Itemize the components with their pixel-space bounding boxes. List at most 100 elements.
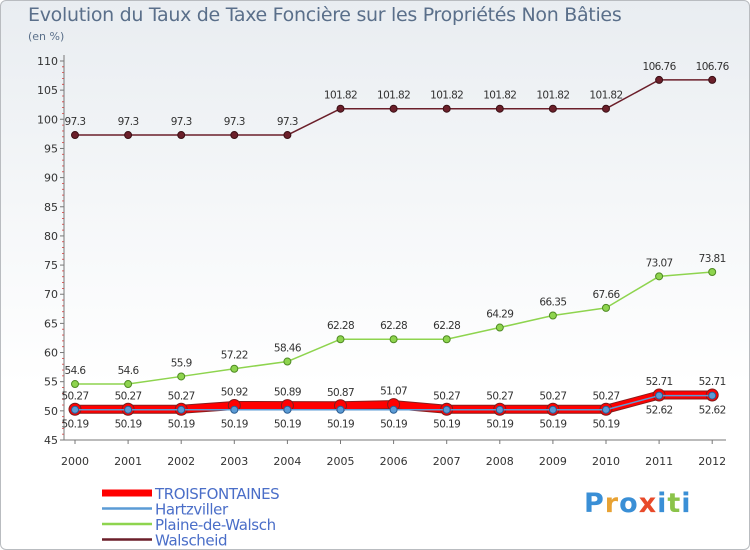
legend-label-plaine-de-walsch: Plaine-de-Walsch — [155, 516, 276, 534]
data-label-plaine-de-walsch: 54.6 — [65, 365, 87, 377]
logo-letter: r — [604, 488, 620, 519]
data-label-troisfontaines: 50.92 — [221, 386, 248, 398]
data-point-plaine-de-walsch — [602, 303, 610, 312]
data-label-hartzviller: 50.19 — [592, 419, 619, 431]
logo-letter: x — [638, 488, 658, 519]
logo-letter: o — [619, 488, 639, 519]
legend-label-hartzviller: Hartzviller — [155, 501, 229, 519]
y-tick-label: 70 — [44, 288, 58, 301]
data-label-troisfontaines: 50.27 — [168, 390, 195, 402]
data-label-walscheid: 97.3 — [277, 116, 298, 128]
data-point-hartzviller — [548, 405, 557, 414]
data-label-walscheid: 97.3 — [224, 116, 245, 128]
logo-letter: P — [584, 488, 605, 519]
data-point-plaine-de-walsch — [548, 311, 557, 320]
data-point-walscheid — [177, 131, 186, 140]
data-point-hartzviller — [336, 405, 345, 414]
data-label-plaine-de-walsch: 66.35 — [539, 297, 566, 309]
data-label-hartzviller: 50.19 — [327, 419, 354, 431]
chart-title: Evolution du Taux de Taxe Foncière sur l… — [28, 4, 622, 26]
data-label-plaine-de-walsch: 73.07 — [646, 257, 673, 269]
data-label-hartzviller: 50.19 — [486, 419, 513, 431]
data-point-walscheid — [655, 75, 664, 84]
x-tick-label: 2005 — [327, 455, 355, 468]
data-label-plaine-de-walsch: 55.9 — [171, 357, 192, 369]
data-point-hartzviller — [655, 391, 664, 400]
data-label-walscheid: 101.82 — [324, 90, 357, 102]
logo-letter: i — [657, 488, 668, 519]
data-label-troisfontaines: 50.89 — [274, 387, 301, 399]
data-point-hartzviller — [442, 405, 451, 414]
x-tick-label: 2000 — [61, 455, 89, 468]
data-label-hartzviller: 50.19 — [433, 419, 460, 431]
data-label-walscheid: 106.76 — [643, 61, 677, 73]
x-tick-label: 2004 — [273, 455, 301, 468]
data-point-plaine-de-walsch — [230, 364, 239, 373]
data-point-plaine-de-walsch — [71, 380, 79, 389]
data-label-walscheid: 101.82 — [430, 90, 463, 102]
data-point-hartzviller — [708, 391, 717, 400]
y-tick-label: 85 — [44, 201, 58, 214]
x-tick-label: 2008 — [486, 455, 514, 468]
data-label-plaine-de-walsch: 57.22 — [221, 350, 248, 362]
data-label-walscheid: 101.82 — [483, 90, 516, 102]
x-tick-label: 2009 — [539, 455, 567, 468]
data-label-walscheid: 97.3 — [118, 116, 139, 128]
data-label-hartzviller: 50.19 — [274, 419, 301, 431]
data-label-walscheid: 101.82 — [377, 90, 410, 102]
data-label-troisfontaines: 50.87 — [327, 387, 354, 399]
x-tick-label: 2007 — [433, 455, 461, 468]
data-point-plaine-de-walsch — [283, 357, 292, 366]
y-tick-label: 75 — [44, 259, 58, 272]
data-point-hartzviller — [602, 405, 610, 414]
data-label-troisfontaines: 50.27 — [115, 390, 142, 402]
data-label-hartzviller: 52.62 — [699, 405, 726, 417]
data-label-plaine-de-walsch: 58.46 — [274, 343, 302, 355]
data-point-plaine-de-walsch — [124, 380, 133, 389]
data-label-troisfontaines: 50.27 — [592, 390, 619, 402]
data-point-walscheid — [124, 131, 133, 140]
data-point-plaine-de-walsch — [495, 323, 504, 332]
data-label-hartzviller: 50.19 — [221, 419, 248, 431]
data-point-walscheid — [442, 104, 451, 113]
x-tick-label: 2011 — [645, 455, 673, 468]
y-axis-unit-label: (en %) — [28, 30, 65, 43]
y-tick-label: 100 — [37, 113, 58, 126]
legend-label-walscheid: Walscheid — [155, 532, 227, 550]
x-tick-label: 2006 — [380, 455, 408, 468]
data-point-plaine-de-walsch — [177, 372, 186, 381]
data-label-plaine-de-walsch: 62.28 — [433, 320, 460, 332]
data-label-troisfontaines: 50.27 — [539, 390, 566, 402]
data-label-walscheid: 97.3 — [171, 116, 192, 128]
data-label-troisfontaines: 50.27 — [486, 390, 513, 402]
data-point-walscheid — [602, 104, 610, 113]
data-label-plaine-de-walsch: 73.81 — [699, 253, 726, 265]
y-tick-label: 105 — [37, 84, 58, 97]
data-label-hartzviller: 50.19 — [61, 419, 88, 431]
data-label-hartzviller: 50.19 — [115, 419, 142, 431]
data-point-walscheid — [389, 104, 398, 113]
data-point-hartzviller — [495, 405, 504, 414]
data-label-plaine-de-walsch: 62.28 — [380, 320, 407, 332]
data-point-walscheid — [71, 131, 79, 140]
data-label-walscheid: 101.82 — [536, 90, 569, 102]
data-label-troisfontaines: 52.71 — [699, 376, 726, 388]
data-label-plaine-de-walsch: 64.29 — [486, 309, 513, 321]
data-point-hartzviller — [389, 405, 398, 414]
data-label-plaine-de-walsch: 62.28 — [327, 320, 354, 332]
data-point-plaine-de-walsch — [336, 335, 345, 344]
x-tick-label: 2003 — [220, 455, 248, 468]
logo-letter: i — [681, 488, 692, 519]
data-point-plaine-de-walsch — [655, 272, 664, 281]
data-label-hartzviller: 50.19 — [539, 419, 566, 431]
y-tick-label: 45 — [44, 434, 58, 447]
y-tick-label: 50 — [44, 405, 58, 418]
data-label-walscheid: 97.3 — [65, 116, 86, 128]
x-tick-label: 2010 — [592, 455, 620, 468]
data-point-hartzviller — [71, 405, 79, 414]
data-label-plaine-de-walsch: 54.6 — [118, 365, 140, 377]
y-tick-label: 90 — [44, 172, 58, 185]
data-point-plaine-de-walsch — [389, 335, 398, 344]
y-tick-label: 110 — [37, 55, 58, 68]
